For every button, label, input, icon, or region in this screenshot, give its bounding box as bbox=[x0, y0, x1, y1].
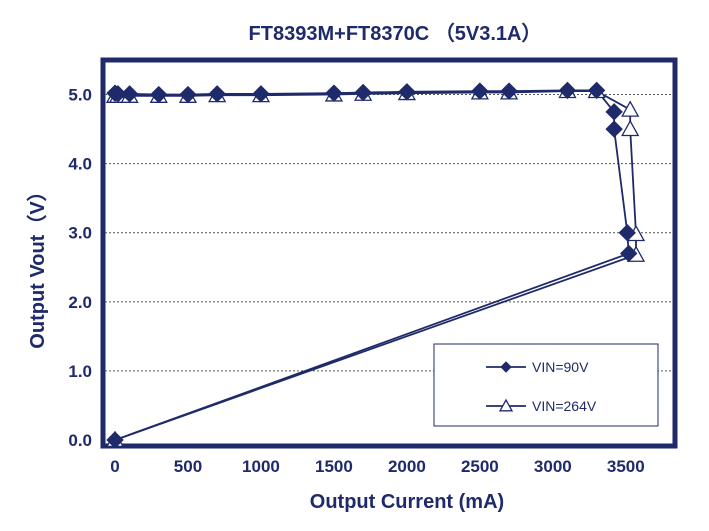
series-1-point bbox=[605, 103, 623, 121]
legend-label-2: VIN=264V bbox=[532, 398, 597, 414]
x-tick-label: 1500 bbox=[315, 457, 353, 476]
legend-marker-2 bbox=[498, 398, 514, 412]
series-1-point bbox=[354, 83, 372, 102]
x-tick-label: 3000 bbox=[534, 457, 572, 476]
x-axis-ticks: 0 500 1000 1500 2000 2500 3000 3500 bbox=[110, 457, 644, 476]
y-axis-title: Output Vout（V） bbox=[26, 181, 49, 348]
y-tick-label: 5.0 bbox=[68, 86, 92, 105]
series-2-point bbox=[621, 100, 640, 117]
series-1-point bbox=[252, 85, 270, 103]
series-1-point bbox=[208, 85, 226, 103]
legend-label-1: VIN=90V bbox=[532, 359, 589, 375]
x-tick-label: 0 bbox=[110, 457, 119, 476]
series-1-point bbox=[109, 85, 127, 103]
series-1-point bbox=[500, 82, 518, 100]
series-2-point bbox=[621, 119, 640, 137]
y-tick-label: 3.0 bbox=[68, 224, 92, 243]
series-1-point bbox=[605, 120, 623, 138]
x-tick-label: 2000 bbox=[388, 457, 426, 476]
y-tick-label: 1.0 bbox=[68, 362, 92, 381]
series-1-point bbox=[620, 244, 638, 263]
x-tick-label: 1000 bbox=[242, 457, 280, 476]
y-tick-label: 2.0 bbox=[68, 293, 92, 312]
legend: VIN=90V VIN=264V bbox=[433, 343, 659, 427]
series-1-point bbox=[150, 85, 168, 104]
grid-lines bbox=[105, 94, 673, 372]
x-tick-label: 2500 bbox=[461, 457, 499, 476]
legend-marker-1 bbox=[500, 361, 512, 373]
series-1-point bbox=[618, 224, 636, 242]
x-tick-label: 500 bbox=[174, 457, 202, 476]
series-1-point bbox=[398, 83, 416, 101]
chart-title: FT8393M+FT8370C （5V3.1A） bbox=[249, 22, 542, 45]
series-1-point bbox=[587, 81, 606, 100]
y-tick-label: 4.0 bbox=[68, 155, 92, 174]
legend-box bbox=[433, 343, 659, 427]
x-tick-label: 3500 bbox=[607, 457, 645, 476]
series-1-point bbox=[179, 85, 197, 104]
series-1-point bbox=[325, 84, 343, 102]
series-1-point bbox=[558, 81, 577, 100]
y-axis-ticks: 0.0 1.0 2.0 3.0 4.0 5.0 bbox=[68, 86, 92, 450]
series-1-point bbox=[120, 85, 139, 103]
series-markers bbox=[105, 81, 646, 449]
x-axis-title: Output Current (mA) bbox=[310, 491, 504, 513]
y-tick-label: 0.0 bbox=[68, 431, 92, 450]
series-1-point bbox=[106, 431, 124, 449]
plot-frame bbox=[100, 57, 678, 449]
series-1-point bbox=[471, 82, 489, 100]
